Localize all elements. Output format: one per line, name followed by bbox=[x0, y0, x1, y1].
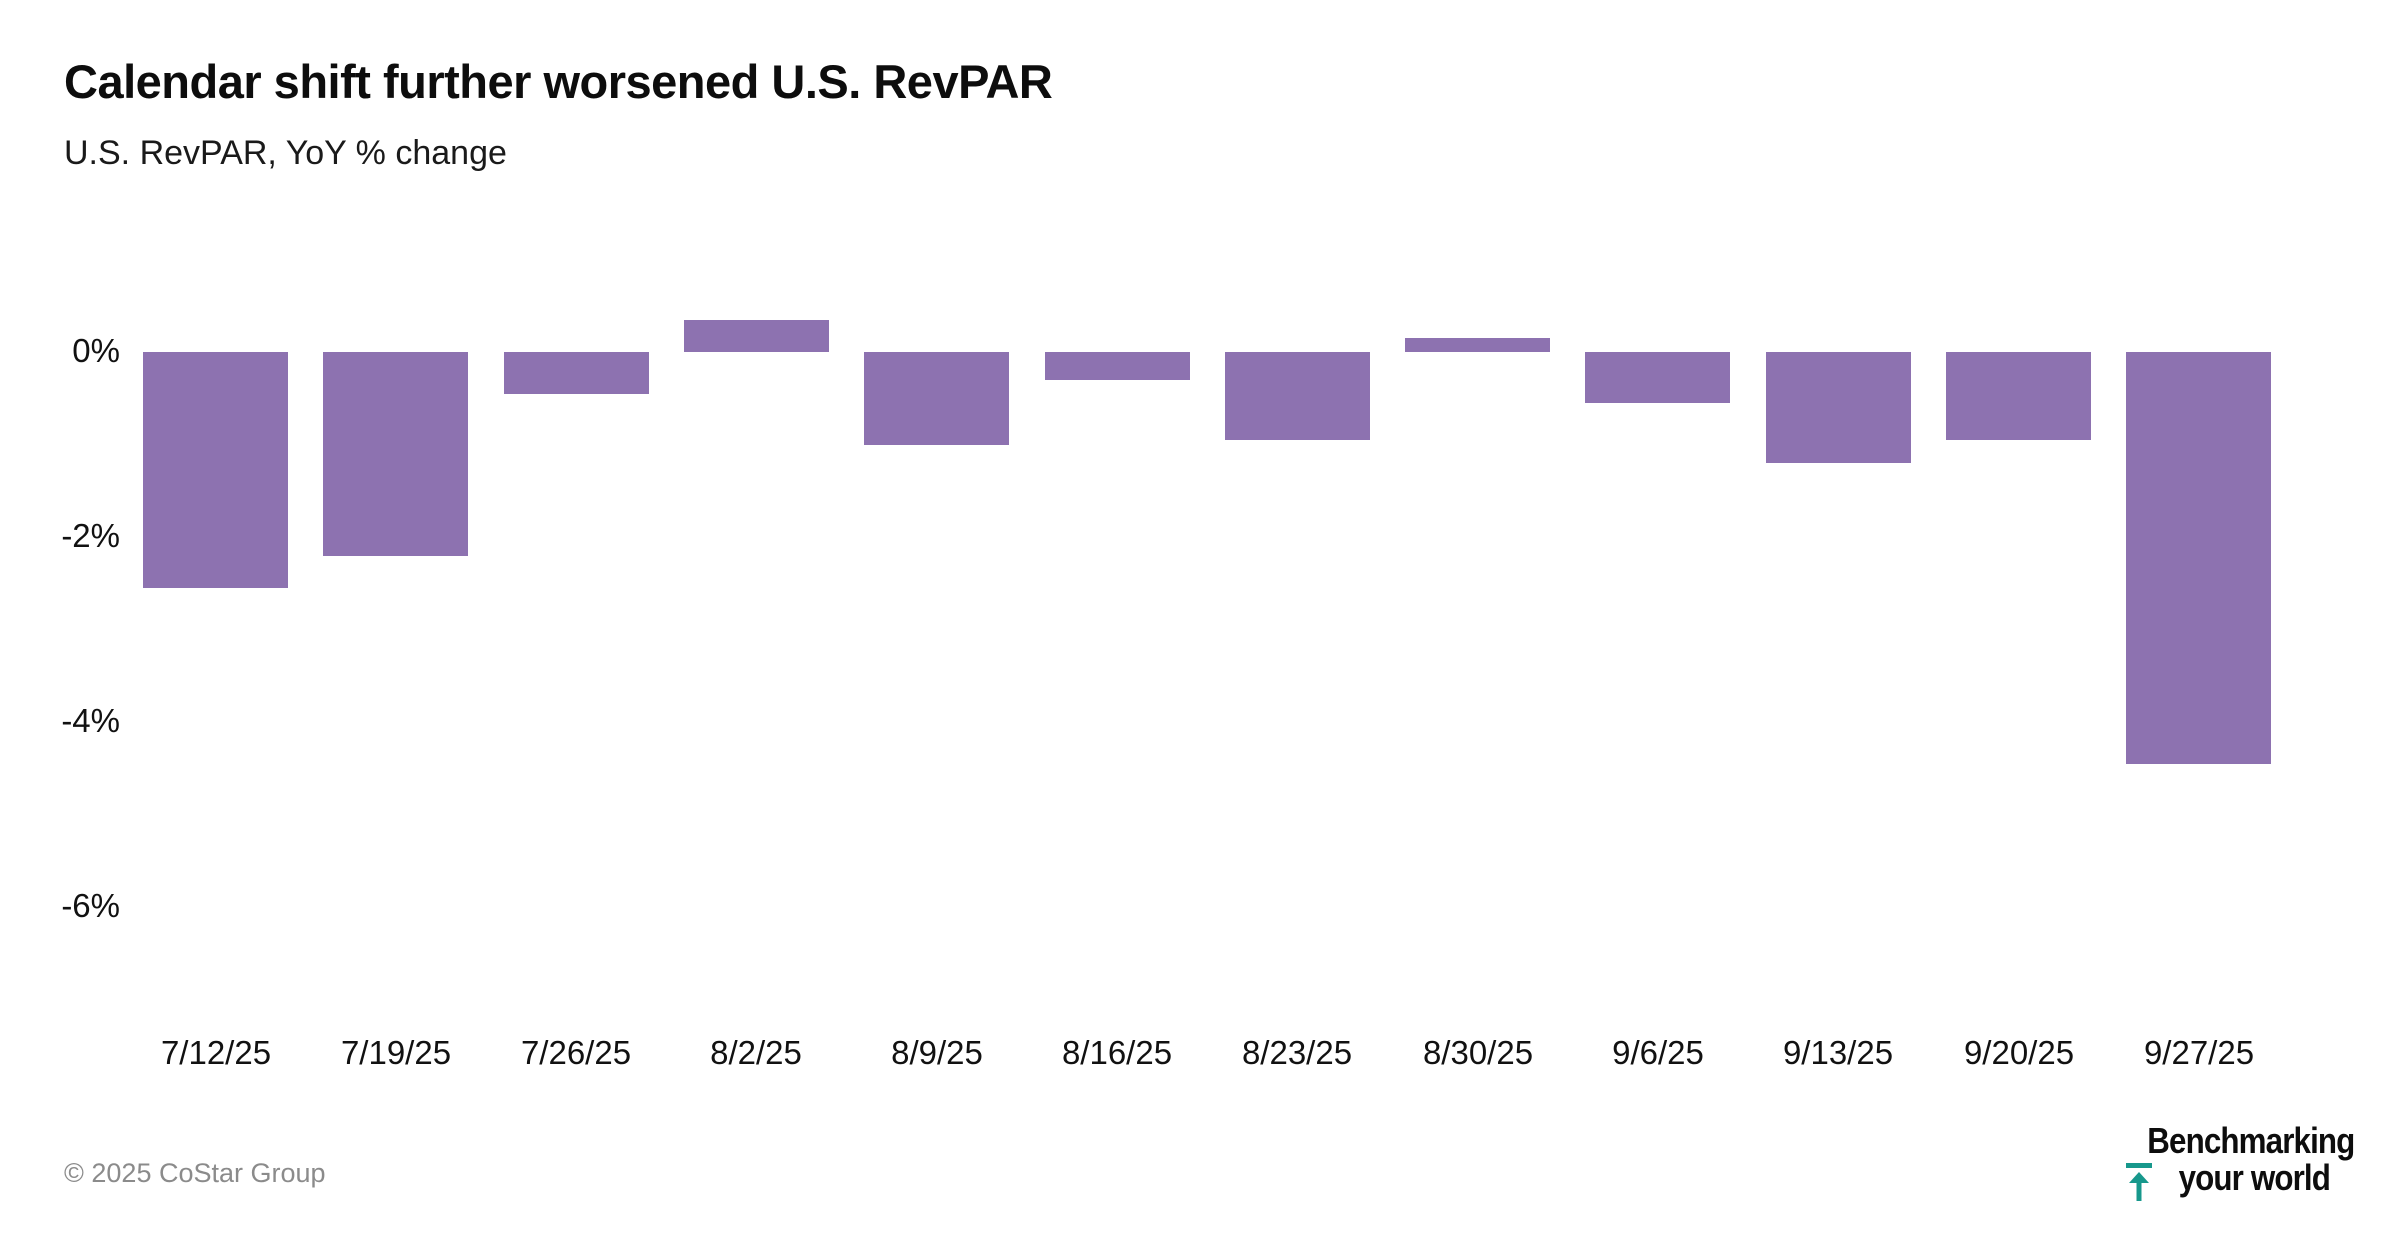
page-title: Calendar shift further worsened U.S. Rev… bbox=[64, 55, 1053, 108]
bar-7/19/25 bbox=[323, 352, 468, 556]
logo-text-line1: Benchmarking bbox=[2147, 1120, 2355, 1161]
logo-text-line2: your world bbox=[2178, 1157, 2331, 1198]
y-axis-tick-label: -4% bbox=[61, 702, 120, 740]
x-axis-label: 8/23/25 bbox=[1241, 1034, 1353, 1071]
x-axis-label: 7/26/25 bbox=[520, 1034, 632, 1071]
x-axis-label: 7/12/25 bbox=[160, 1034, 272, 1071]
bar-8/2/25 bbox=[684, 320, 829, 352]
x-axis-label: 7/19/25 bbox=[340, 1034, 452, 1071]
x-axis-label: 8/9/25 bbox=[891, 1034, 983, 1071]
x-axis-label: 9/20/25 bbox=[1963, 1034, 2075, 1071]
page-subtitle: U.S. RevPAR, YoY % change bbox=[64, 134, 507, 172]
bar-9/27/25 bbox=[2126, 352, 2271, 764]
bar-7/26/25 bbox=[504, 352, 649, 394]
bar-8/16/25 bbox=[1045, 352, 1190, 380]
bar-7/12/25 bbox=[143, 352, 288, 588]
x-axis-label: 8/30/25 bbox=[1422, 1034, 1534, 1071]
x-axis-label: 9/27/25 bbox=[2143, 1034, 2255, 1071]
y-axis-tick-label: 0% bbox=[72, 332, 120, 370]
x-axis-label: 9/6/25 bbox=[1612, 1034, 1704, 1071]
benchmark-up-arrow-icon bbox=[2126, 1163, 2152, 1201]
benchmarking-logo: Benchmarking your world bbox=[2120, 1120, 2355, 1212]
footer-copyright: © 2025 CoStar Group bbox=[64, 1158, 326, 1188]
bar-9/6/25 bbox=[1585, 352, 1730, 403]
x-axis-label: 9/13/25 bbox=[1782, 1034, 1894, 1071]
x-axis-label: 8/2/25 bbox=[710, 1034, 802, 1071]
y-axis-tick-label: -6% bbox=[61, 887, 120, 925]
x-axis-label: 8/16/25 bbox=[1061, 1034, 1173, 1071]
bar-8/23/25 bbox=[1225, 352, 1370, 440]
bar-8/9/25 bbox=[864, 352, 1009, 445]
y-axis-tick-label: -2% bbox=[61, 517, 120, 555]
bar-9/13/25 bbox=[1766, 352, 1911, 463]
bar-9/20/25 bbox=[1946, 352, 2091, 440]
bar-8/30/25 bbox=[1405, 338, 1550, 352]
